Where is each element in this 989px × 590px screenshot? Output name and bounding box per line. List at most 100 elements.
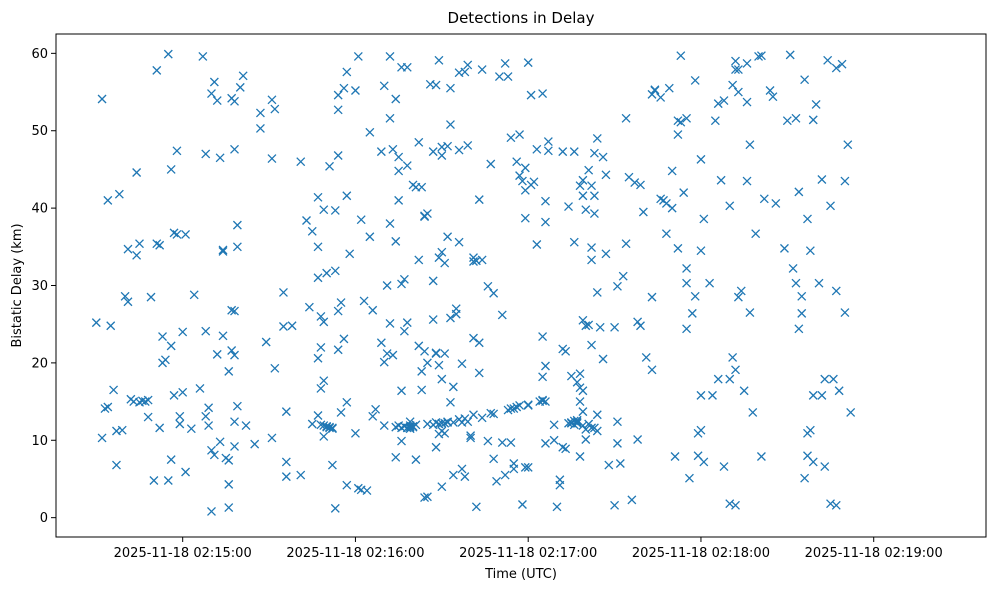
data-point <box>466 433 476 443</box>
data-point <box>123 297 133 307</box>
data-point <box>731 365 740 375</box>
data-point <box>313 411 323 420</box>
data-point <box>592 134 602 143</box>
data-point <box>342 191 352 201</box>
data-point <box>561 444 571 454</box>
x-tick-label: 2025-11-18 02:19:00 <box>805 546 943 561</box>
y-axis-label: Bistatic Delay (km) <box>10 223 25 347</box>
data-point <box>207 89 216 99</box>
data-point <box>592 410 602 420</box>
data-point <box>754 51 763 61</box>
data-point <box>682 264 692 273</box>
data-point <box>209 450 219 460</box>
data-point <box>800 473 810 483</box>
data-point <box>569 237 579 247</box>
data-point <box>451 304 461 314</box>
data-point <box>500 470 510 480</box>
data-point <box>569 147 579 157</box>
data-point <box>561 346 571 356</box>
data-point <box>682 113 692 123</box>
data-point <box>733 87 743 97</box>
data-point <box>587 181 597 191</box>
data-point <box>417 385 427 395</box>
data-point <box>486 159 496 169</box>
data-point <box>325 161 334 171</box>
data-point <box>163 476 173 485</box>
data-point <box>445 120 455 129</box>
data-point <box>474 195 484 205</box>
data-point <box>397 386 406 396</box>
data-point <box>431 442 441 452</box>
data-point <box>402 62 412 72</box>
data-point <box>532 144 542 154</box>
data-point <box>146 292 156 302</box>
data-point <box>512 157 522 167</box>
data-point <box>333 151 343 160</box>
data-point <box>454 237 464 247</box>
data-point <box>676 51 686 61</box>
data-point <box>494 72 504 82</box>
points-layer <box>91 49 856 516</box>
data-point <box>515 400 525 410</box>
data-point <box>558 147 568 157</box>
data-point <box>595 322 605 332</box>
data-point <box>207 507 216 516</box>
data-point <box>204 421 214 431</box>
data-point <box>656 92 666 102</box>
data-point <box>379 357 389 367</box>
data-point <box>327 460 337 470</box>
data-point <box>523 462 533 472</box>
data-point <box>575 369 585 379</box>
data-point <box>492 476 501 486</box>
data-point <box>155 240 165 250</box>
data-point <box>281 457 291 467</box>
data-point <box>379 81 389 91</box>
data-point <box>803 214 812 224</box>
data-point <box>132 250 142 260</box>
data-point <box>736 286 746 296</box>
data-point <box>422 492 432 502</box>
data-point <box>831 500 841 510</box>
data-point <box>350 86 360 95</box>
data-point <box>428 147 438 157</box>
chart-title: Detections in Delay <box>448 9 595 27</box>
data-point <box>751 229 761 239</box>
x-tick-label: 2025-11-18 02:16:00 <box>286 546 424 561</box>
data-point <box>817 390 827 400</box>
data-point <box>837 59 847 69</box>
data-point <box>448 382 458 392</box>
data-point <box>788 264 798 273</box>
data-point <box>391 94 401 104</box>
data-point <box>742 58 752 68</box>
data-point <box>748 407 758 417</box>
data-point <box>336 407 346 417</box>
data-point <box>708 390 717 400</box>
data-point <box>549 435 559 445</box>
data-point <box>330 503 340 513</box>
data-point <box>791 113 801 123</box>
data-point <box>633 317 643 327</box>
data-point <box>388 350 398 360</box>
data-point <box>227 305 237 315</box>
data-point <box>587 423 597 433</box>
data-point <box>333 345 343 355</box>
data-point <box>405 417 415 427</box>
data-point <box>330 266 340 276</box>
data-point <box>699 457 709 467</box>
data-point <box>578 315 588 325</box>
data-point <box>241 421 251 431</box>
y-tick-label: 30 <box>31 279 48 294</box>
data-point <box>555 480 565 490</box>
data-point <box>647 89 657 99</box>
data-point <box>489 454 499 464</box>
data-point <box>696 390 706 400</box>
data-point <box>589 191 599 201</box>
data-point <box>650 85 660 95</box>
data-point <box>230 417 239 427</box>
data-point <box>687 308 697 318</box>
data-point <box>840 308 850 318</box>
data-point <box>756 51 766 61</box>
data-point <box>402 318 412 328</box>
data-point <box>696 246 706 256</box>
data-point <box>394 166 404 176</box>
